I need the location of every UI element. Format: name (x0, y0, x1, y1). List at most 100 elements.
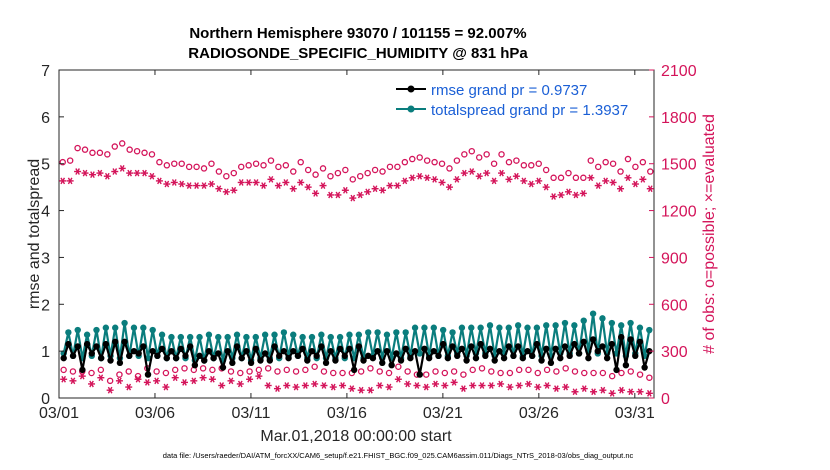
rmse-series (60, 333, 653, 378)
rmse-point (528, 352, 536, 360)
obs-possible-marker (506, 369, 514, 377)
asterisk-stroke (149, 172, 155, 180)
totalspread-point (355, 331, 363, 338)
obs-evaluated-marker (445, 183, 453, 191)
obs-possible-marker (461, 151, 468, 158)
asterisk-stroke (633, 180, 638, 188)
obs-possible-marker (319, 165, 327, 172)
obs-evaluated-marker (320, 382, 328, 389)
rmse-point (632, 352, 639, 360)
obs-evaluated-marker (207, 180, 215, 188)
obs-evaluated-marker (438, 179, 446, 186)
rmse-point (74, 343, 81, 350)
rmse-point (468, 343, 475, 350)
obs-evaluated-marker (319, 182, 327, 189)
obs-possible-marker (118, 140, 126, 147)
obs-evaluated-marker (208, 375, 216, 383)
obs-evaluated-marker (364, 188, 372, 196)
obs-possible-marker (275, 163, 282, 171)
rmse-point (552, 345, 559, 352)
obs-possible-marker (292, 368, 300, 375)
asterisk-stroke (163, 383, 169, 391)
rmse-point (514, 343, 522, 350)
rmse-point (360, 357, 367, 364)
totalspread-point (374, 329, 381, 336)
x-axis-label: Mar.01,2018 00:00:00 start (260, 428, 452, 445)
rmse-point (144, 371, 152, 378)
obs-possible-marker (416, 154, 423, 161)
obs-evaluated-marker (185, 182, 193, 189)
rmse-point (547, 359, 555, 367)
legend-spread-marker (407, 105, 415, 113)
obs-evaluated-marker (246, 375, 254, 383)
obs-evaluated-marker (125, 383, 133, 391)
x-tick-label: 03/01 (39, 405, 79, 422)
obs-evaluated-marker (441, 382, 449, 389)
totalspread-point (74, 326, 81, 334)
obs-evaluated-marker (401, 177, 409, 185)
obs-evaluated-marker (111, 168, 119, 175)
obs-possible-marker (535, 160, 542, 167)
y-axis-left: 0 1 2 3 4 5 6 7 (41, 63, 64, 408)
asterisk-stroke (368, 386, 373, 394)
asterisk-stroke (164, 180, 170, 188)
rmse-point (177, 345, 185, 352)
totalspread-point (608, 319, 616, 327)
obs-possible-marker (199, 365, 207, 372)
asterisk-stroke (290, 185, 296, 193)
asterisk-stroke (573, 191, 579, 199)
rmse-point (229, 359, 236, 367)
asterisk-stroke (172, 374, 178, 382)
rmse-point (397, 357, 405, 364)
obs-evaluated-marker (171, 374, 179, 382)
rmse-point (158, 345, 166, 352)
obs-evaluated-marker (385, 383, 393, 391)
asterisk-stroke (320, 182, 326, 189)
totalspread-point (393, 329, 400, 336)
rmse-point (168, 347, 175, 355)
rmse-point (243, 347, 250, 355)
obs-evaluated-marker (162, 383, 170, 391)
obs-evaluated-marker (134, 375, 142, 383)
obs-evaluated-marker (376, 382, 384, 389)
asterisk-stroke (126, 383, 132, 391)
rmse-point (346, 345, 353, 352)
obs-possible-marker (557, 174, 565, 182)
asterisk-stroke (402, 177, 408, 185)
obs-possible-marker (116, 371, 123, 378)
obs-possible-marker (193, 163, 200, 171)
obs-possible-marker (453, 157, 461, 164)
rmse-point (407, 354, 414, 362)
asterisk-stroke (312, 380, 318, 388)
rmse-point (519, 354, 527, 362)
totalspread-point (561, 319, 569, 327)
totalspread-point (65, 329, 72, 336)
obs-evaluated-marker (115, 377, 123, 385)
obs-possible-marker (608, 372, 616, 380)
obs-evaluated-marker (283, 382, 291, 389)
obs-count-markers (59, 140, 654, 397)
asterisk-stroke (340, 382, 345, 389)
rmse-point (379, 359, 386, 367)
rmse-point (285, 354, 292, 362)
obs-evaluated-marker (193, 182, 201, 189)
totalspread-point (383, 331, 391, 338)
rmse-point (449, 343, 456, 350)
totalspread-point (468, 324, 475, 331)
obs-evaluated-marker (282, 179, 290, 186)
obs-evaluated-marker (199, 374, 207, 382)
y-right-tick-label: 1800 (661, 110, 697, 127)
obs-evaluated-marker (520, 177, 528, 185)
obs-possible-marker (230, 169, 238, 177)
asterisk-stroke (600, 386, 606, 394)
obs-possible-marker (282, 162, 290, 169)
totalspread-point (411, 324, 419, 331)
obs-possible-marker (438, 160, 446, 167)
obs-possible-marker (562, 365, 569, 372)
rmse-point (486, 345, 494, 352)
obs-possible-marker (513, 157, 520, 164)
asterisk-stroke (377, 382, 383, 389)
obs-possible-marker (274, 368, 281, 375)
rmse-point (510, 352, 517, 360)
